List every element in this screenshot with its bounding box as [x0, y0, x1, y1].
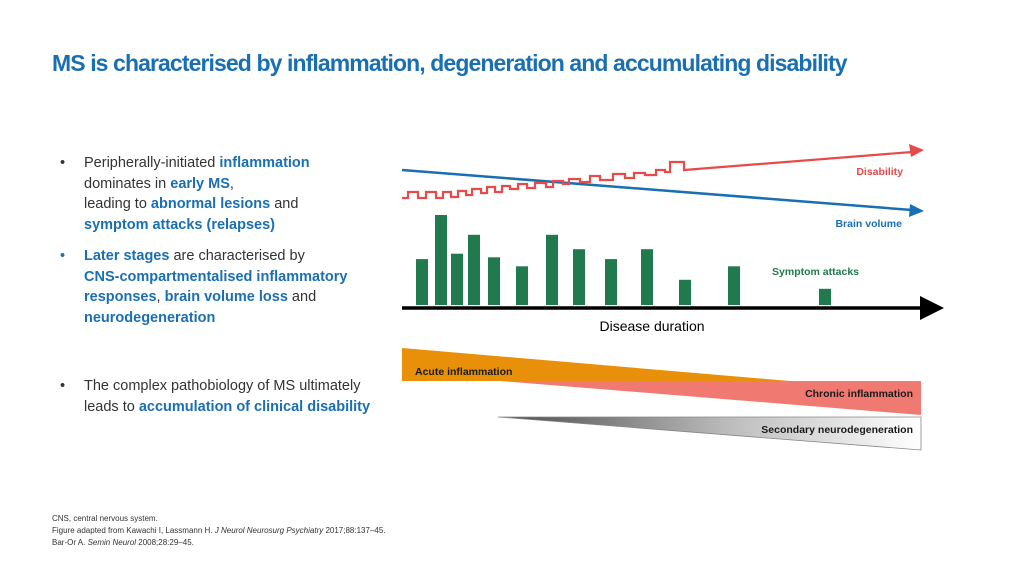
highlighted-term: inflammation — [219, 155, 310, 171]
symptom-attacks-label: Symptom attacks — [772, 266, 859, 278]
highlighted-term: CNS-compartmentalised inflammatory respo… — [84, 268, 348, 306]
symptom-attack-bar — [416, 259, 428, 305]
brain-volume-arrowhead — [909, 204, 924, 217]
bullet-disability: • The complex pathobiology of MS ultimat… — [60, 376, 390, 417]
bullet-segment: leading to — [84, 196, 151, 212]
chronic-inflammation-label: Chronic inflammation — [805, 388, 913, 400]
bullet-segment: , — [156, 289, 165, 305]
brain-volume-line — [401, 168, 913, 212]
highlighted-term: accumulation of clinical disability — [138, 398, 371, 415]
disease-duration-label: Disease duration — [599, 318, 704, 334]
bullet-text: Later stages are characterised by CNS-com… — [84, 248, 347, 326]
disability-arrowhead — [909, 144, 924, 157]
bullet-later-stages: • Later stages are characterised by CNS-c… — [60, 246, 390, 328]
bullet-segment: The complex pathobiology of MS ultimatel… — [84, 378, 361, 394]
slide-title: MS is characterised by inflammation, deg… — [52, 50, 848, 76]
ref1-authors: Figure adapted from Kawachi I, Lassmann … — [52, 526, 215, 535]
symptom-attack-bar — [728, 266, 740, 305]
bullet-text: The complex pathobiology of MS ultimatel… — [84, 378, 370, 415]
ref2-authors: Bar-Or A. — [52, 538, 88, 547]
disability-line — [402, 150, 913, 200]
chronic-inflammation-wedge — [500, 381, 921, 415]
bullet-text: Peripherally-initiated inflammation domin… — [84, 155, 310, 233]
bullet-segment: Peripherally-initiated — [84, 155, 220, 171]
symptom-attack-bar — [605, 259, 617, 305]
highlighted-term: Later stages — [84, 248, 170, 264]
bullet-list: • Peripherally-initiated inflammation dom… — [60, 153, 390, 417]
secondary-neurodegeneration-label: Secondary neurodegeneration — [761, 424, 913, 436]
bullet-segment: are characterised by — [169, 248, 305, 264]
footnote-abbreviation: CNS, central nervous system. — [52, 514, 158, 523]
secondary-neurodegeneration-wedge — [497, 416, 922, 451]
bullet-early-ms: • Peripherally-initiated inflammation dom… — [60, 153, 390, 235]
highlighted-term: abnormal lesions — [150, 196, 271, 212]
acute-inflammation-label: Acute inflammation — [415, 366, 512, 378]
highlighted-term: early MS — [170, 175, 230, 192]
bullet-segment: leads to — [84, 398, 139, 415]
brain-volume-label: Brain volume — [835, 218, 902, 230]
disability-label: Disability — [856, 166, 903, 178]
bullet-segment: dominates in — [84, 175, 171, 192]
bullet-dot: • — [60, 155, 66, 171]
highlighted-term: symptom attacks (relapses) — [84, 216, 275, 233]
symptom-attack-bar — [573, 249, 585, 305]
bullet-segment: , — [229, 175, 234, 192]
bullet-segment: and — [270, 196, 299, 212]
bullet-segment: and — [287, 289, 317, 305]
symptom-attack-bar — [451, 253, 463, 305]
symptom-attack-bar — [679, 279, 691, 305]
bullet-dot: • — [60, 248, 66, 264]
symptom-attack-bar — [468, 234, 480, 305]
ref1-citation: 2017;88:137–45. — [323, 526, 386, 535]
disease-duration-arrowhead — [920, 296, 944, 320]
highlighted-term: brain volume loss — [164, 289, 288, 305]
symptom-attack-bar — [641, 249, 653, 305]
ref2-citation: 2008;28:29–45. — [136, 538, 194, 547]
footnote-reference-1: Figure adapted from Kawachi I, Lassmann … — [52, 525, 386, 537]
symptom-attack-bar — [546, 234, 558, 305]
symptom-attack-bar — [488, 257, 500, 305]
bullet-dot: • — [60, 378, 66, 394]
symptom-attack-bars — [416, 215, 831, 305]
symptom-attack-bar — [819, 288, 831, 305]
ref2-journal: Semin Neurol — [87, 538, 137, 547]
highlighted-term: neurodegeneration — [84, 309, 216, 326]
acute-inflammation-wedge — [402, 348, 790, 381]
footnotes: CNS, central nervous system. Figure adap… — [52, 513, 386, 549]
footnote-reference-2: Bar-Or A. Semin Neurol 2008;28:29–45. — [52, 537, 386, 549]
symptom-attack-bar — [516, 266, 528, 305]
symptom-attack-bar — [435, 215, 447, 305]
ref1-journal: J Neurol Neurosurg Psychiatry — [214, 526, 324, 535]
